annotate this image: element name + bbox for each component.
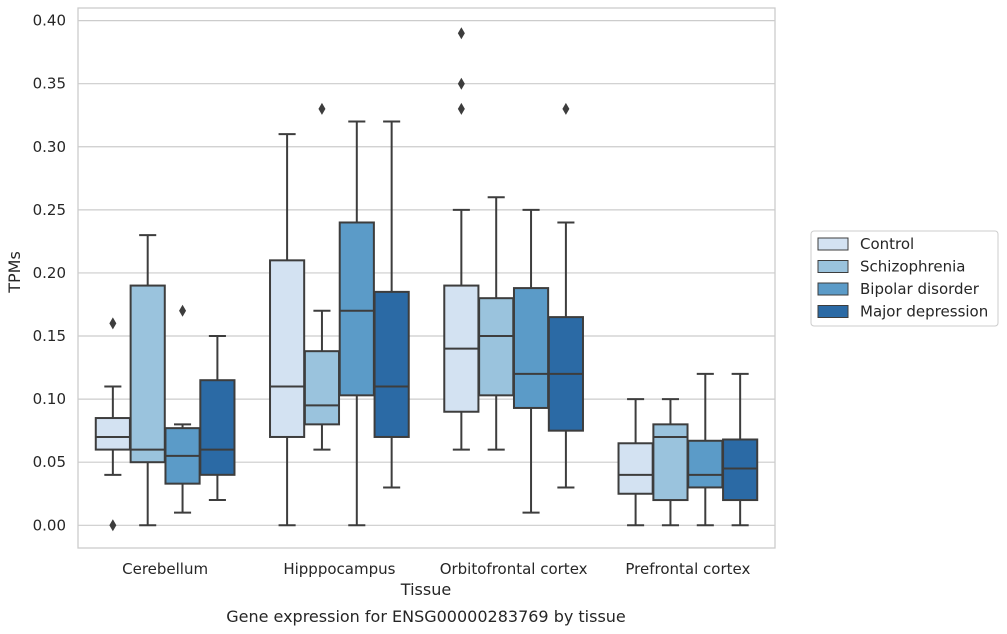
outlier-point [179,304,187,317]
y-axis-label: TPMs [5,251,24,294]
legend-swatch [817,282,849,296]
outlier-point [109,317,117,330]
outlier-point [562,102,570,115]
box-body [94,417,131,451]
legend-item: Major depression [817,303,988,321]
box [478,196,515,451]
box [617,398,654,527]
box [547,102,584,489]
y-tick-label: 0.30 [33,138,66,156]
legend-item: Control [817,235,914,253]
legend-item: Schizophrenia [817,258,965,276]
box-body [338,221,375,397]
series-control [94,27,654,532]
series-bipolar-disorder [164,120,724,527]
box-body [269,259,306,438]
outlier-point [457,27,465,40]
outlier-point [109,519,117,532]
x-tick-label: Prefrontal cortex [625,560,750,578]
x-tick-labels: Cerebellum Hipppocampus Orbitofrontal cort… [122,560,750,578]
box [373,120,410,489]
box-body [722,438,759,502]
y-tick-label: 0.00 [33,516,66,534]
y-tick-label: 0.35 [33,75,66,93]
y-tick-label: 0.40 [33,12,66,30]
legend-label: Major depression [860,303,988,321]
box [443,27,480,451]
x-tick-label: Orbitofrontal cortex [440,560,588,578]
box-body [512,287,550,409]
x-axis-label: Tissue [400,580,451,599]
box [164,304,201,514]
box-body [199,379,236,476]
legend-label: Control [860,235,914,253]
y-tick-label: 0.05 [33,453,66,471]
y-tick-label: 0.15 [33,327,66,345]
box-body [303,350,341,426]
box [652,398,689,527]
box [94,317,131,532]
y-tick-label: 0.20 [33,264,66,282]
outlier-point [457,102,465,115]
y-tick-label: 0.10 [33,390,66,408]
series-major-depression [199,102,759,527]
legend-frame [810,230,999,327]
box [129,234,166,527]
y-tick-label: 0.25 [33,201,66,219]
box-body [478,297,515,397]
legend-label: Schizophrenia [860,258,965,276]
legend-swatch [817,305,849,318]
chart-caption: Gene expression for ENSG00000283769 by t… [226,607,626,626]
x-tick-label: Cerebellum [122,560,208,578]
box-body [373,290,410,438]
box [303,102,341,451]
plot-area-frame [77,7,776,549]
box [512,208,550,514]
legend-label: Bipolar disorder [860,280,980,298]
outlier-point [318,102,326,115]
x-tick-label: Hipppocampus [283,560,395,578]
box-body [652,423,689,502]
legend-swatch [817,260,849,273]
box-series [94,27,759,532]
box-body [617,442,654,495]
box-body [687,439,724,489]
y-tick-labels: 0.00 0.05 0.10 0.15 0.20 0.25 0.30 0.35 0.40 [33,12,66,535]
box [338,120,375,527]
box [269,133,306,527]
outlier-point [457,77,465,90]
series-schizophrenia [129,102,689,527]
box [199,335,236,502]
box [722,372,759,527]
legend-item: Bipolar disorder [817,280,980,298]
box [687,372,724,527]
legend: Control Schizophrenia Bipolar disorder Majo… [810,230,999,327]
legend-swatch [817,237,849,251]
box-body [129,284,166,464]
